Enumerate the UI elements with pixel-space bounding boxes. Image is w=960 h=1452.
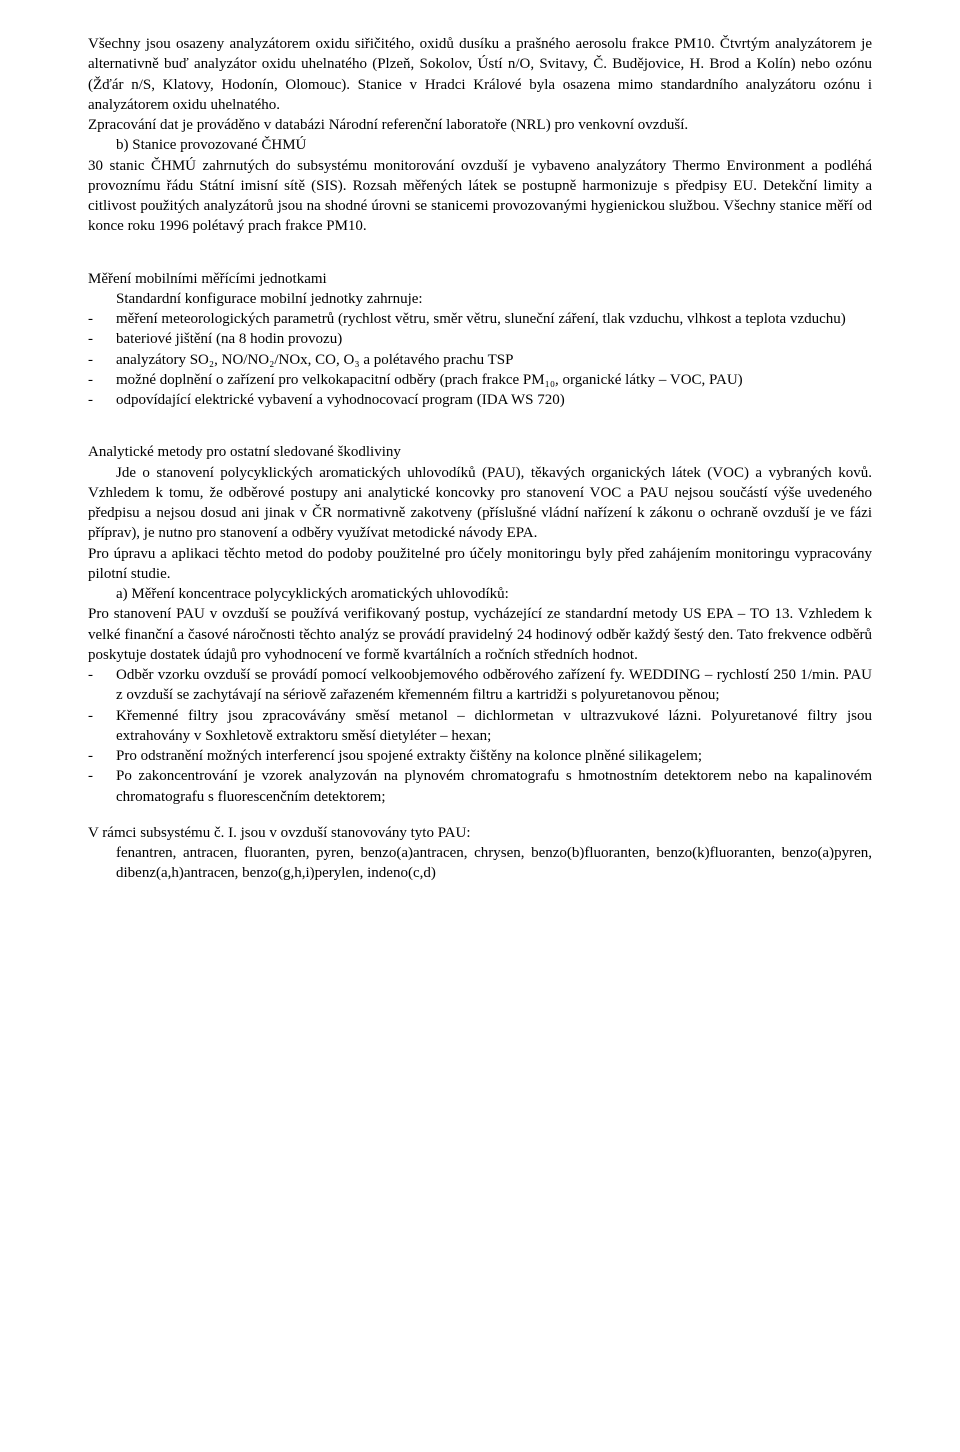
paragraph-section-a-body: Pro stanovení PAU v ovzduší se používá v…	[88, 604, 872, 665]
list-item-4: - možné doplnění o zařízení pro velkokap…	[88, 370, 872, 390]
dash-icon: -	[88, 350, 116, 370]
paragraph-pau-list: fenantren, antracen, fluoranten, pyren, …	[88, 843, 872, 884]
paragraph-analytical-1: Jde o stanovení polycyklických aromatick…	[88, 463, 872, 544]
paragraph-pau-heading: V rámci subsystému č. I. jsou v ovzduší …	[88, 823, 872, 843]
list-item-text: Pro odstranění možných interferencí jsou…	[116, 746, 872, 766]
list-item-text: Křemenné filtry jsou zpracovávány směsí …	[116, 706, 872, 747]
dash-icon: -	[88, 390, 116, 410]
list-item-text: měření meteorologických parametrů (rychl…	[116, 309, 872, 329]
paragraph-analytical-2: Pro úpravu a aplikaci těchto metod do po…	[88, 544, 872, 585]
dash-icon: -	[88, 309, 116, 329]
list-item-6: - Odběr vzorku ovzduší se provádí pomocí…	[88, 665, 872, 706]
paragraph-mobile-intro: Standardní konfigurace mobilní jednotky …	[88, 289, 872, 309]
paragraph-section-a-title: a) Měření koncentrace polycyklických aro…	[88, 584, 872, 604]
list-item-text: bateriové jištění (na 8 hodin provozu)	[116, 329, 872, 349]
list-item-2: - bateriové jištění (na 8 hodin provozu)	[88, 329, 872, 349]
heading-analytical-methods: Analytické metody pro ostatní sledované …	[88, 442, 872, 462]
paragraph-section-b-title: b) Stanice provozované ČHMÚ	[88, 135, 872, 155]
heading-mobile-measurement: Měření mobilními měřícími jednotkami	[88, 269, 872, 289]
paragraph-intro-2: Zpracování dat je prováděno v databázi N…	[88, 115, 872, 135]
list-item-text: Odběr vzorku ovzduší se provádí pomocí v…	[116, 665, 872, 706]
paragraph-intro-1: Všechny jsou osazeny analyzátorem oxidu …	[88, 34, 872, 115]
dash-icon: -	[88, 665, 116, 706]
list-item-8: - Pro odstranění možných interferencí js…	[88, 746, 872, 766]
dash-icon: -	[88, 329, 116, 349]
list-item-1: - měření meteorologických parametrů (ryc…	[88, 309, 872, 329]
list-item-text: odpovídající elektrické vybavení a vyhod…	[116, 390, 872, 410]
paragraph-section-b-body: 30 stanic ČHMÚ zahrnutých do subsystému …	[88, 156, 872, 237]
list-item-7: - Křemenné filtry jsou zpracovávány směs…	[88, 706, 872, 747]
list-item-text: Po zakoncentrování je vzorek analyzován …	[116, 766, 872, 807]
list-item-text: analyzátory SO₂, NO/NO₂/NOx, CO, O₃ a po…	[116, 350, 872, 370]
dash-icon: -	[88, 370, 116, 390]
dash-icon: -	[88, 706, 116, 747]
dash-icon: -	[88, 746, 116, 766]
dash-icon: -	[88, 766, 116, 807]
list-item-text: možné doplnění o zařízení pro velkokapac…	[116, 370, 872, 390]
list-item-5: - odpovídající elektrické vybavení a vyh…	[88, 390, 872, 410]
list-item-3: - analyzátory SO₂, NO/NO₂/NOx, CO, O₃ a …	[88, 350, 872, 370]
list-item-9: - Po zakoncentrování je vzorek analyzová…	[88, 766, 872, 807]
